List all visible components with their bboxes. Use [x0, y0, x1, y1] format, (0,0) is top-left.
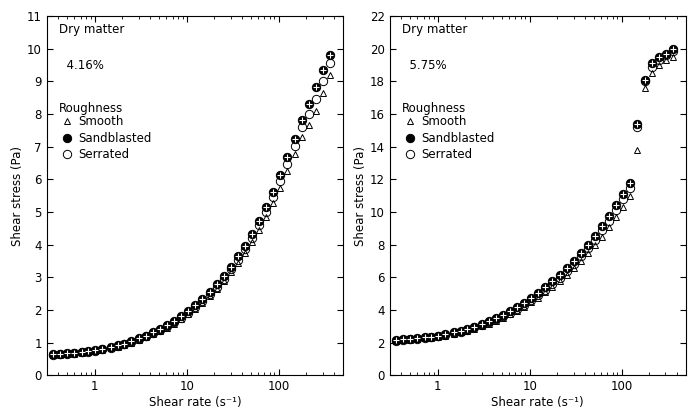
- Text: Dry matter: Dry matter: [401, 23, 467, 36]
- Legend: Smooth, Sandblasted, Serrated: Smooth, Sandblasted, Serrated: [404, 116, 494, 161]
- Y-axis label: Shear stress (Pa): Shear stress (Pa): [11, 146, 24, 246]
- Text: Roughness: Roughness: [401, 102, 466, 116]
- Text: 5.75%: 5.75%: [401, 59, 446, 72]
- Text: Roughness: Roughness: [59, 102, 123, 116]
- Text: 4.16%: 4.16%: [59, 59, 103, 72]
- Y-axis label: Shear stress (Pa): Shear stress (Pa): [354, 146, 367, 246]
- Text: Dry matter: Dry matter: [59, 23, 124, 36]
- X-axis label: Shear rate (s⁻¹): Shear rate (s⁻¹): [148, 396, 241, 409]
- X-axis label: Shear rate (s⁻¹): Shear rate (s⁻¹): [491, 396, 584, 409]
- Legend: Smooth, Sandblasted, Serrated: Smooth, Sandblasted, Serrated: [61, 116, 151, 161]
